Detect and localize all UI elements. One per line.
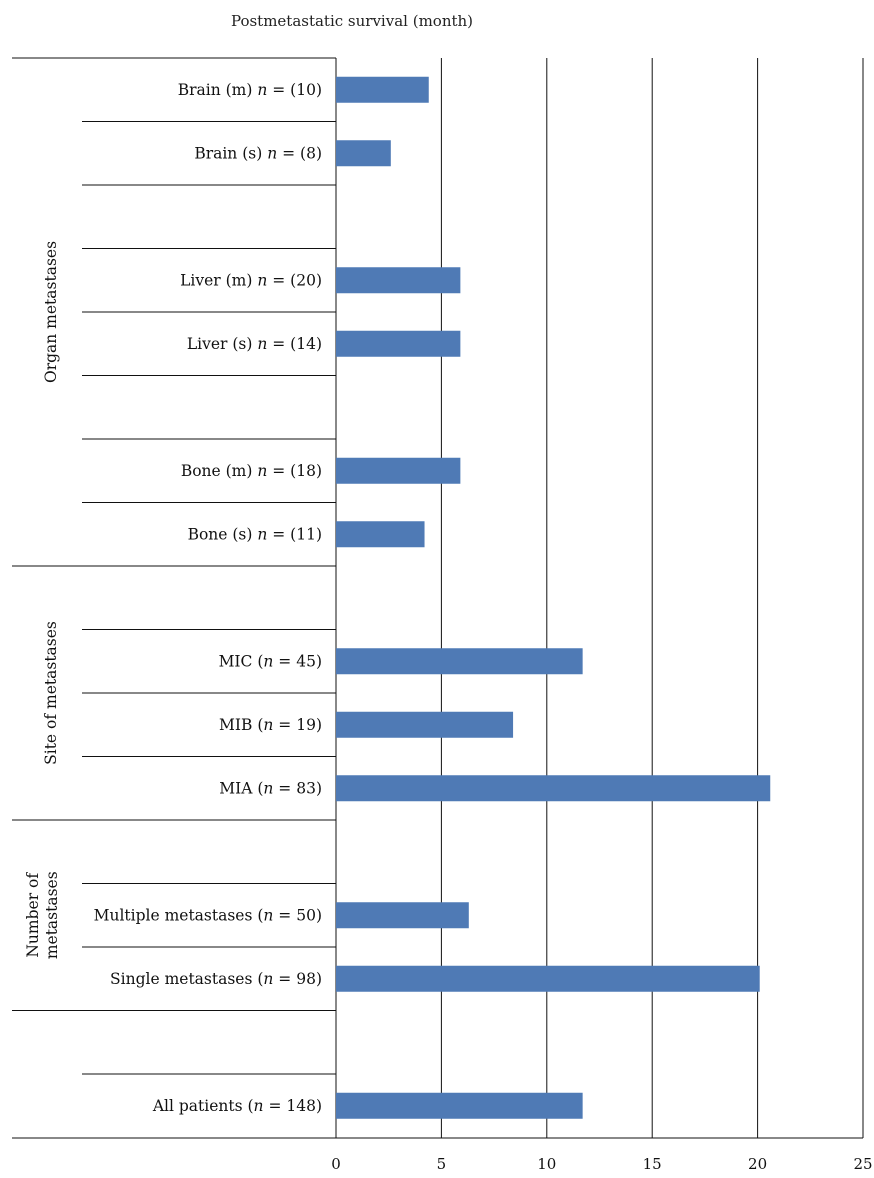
bar: [336, 965, 760, 992]
x-tick-label: 10: [537, 1155, 556, 1173]
bar: [336, 902, 469, 929]
bar: [336, 775, 771, 802]
chart-title: Postmetastatic survival (month): [231, 12, 473, 30]
category-label: Bone (s) n = (11): [188, 525, 322, 543]
category-label: Bone (m) n = (18): [181, 462, 322, 480]
bar: [336, 76, 429, 103]
category-label: Liver (m) n = (20): [180, 271, 322, 289]
category-label: MIB (n = 19): [219, 716, 322, 734]
gridlines: [335, 58, 864, 1138]
bar: [336, 1092, 583, 1119]
category-label: All patients (n = 148): [152, 1097, 322, 1115]
x-axis-ticks: 0 5 10 15 20 25: [331, 1155, 872, 1173]
bar: [336, 648, 583, 675]
x-tick-label: 0: [331, 1155, 341, 1173]
category-labels: Brain (m) n = (10) Brain (s) n = (8) Liver…: [94, 81, 322, 1115]
bar: [336, 330, 461, 357]
bar: [336, 140, 391, 167]
group-label: Site of metastases: [42, 621, 60, 765]
x-tick-label: 15: [643, 1155, 662, 1173]
group-label: Organ metastases: [42, 241, 60, 383]
category-label: Multiple metastases (n = 50): [94, 906, 322, 924]
category-label: Brain (m) n = (10): [178, 81, 322, 99]
category-label: Brain (s) n = (8): [194, 144, 322, 162]
x-tick-label: 20: [748, 1155, 767, 1173]
bar: [336, 521, 425, 548]
bar: [336, 711, 514, 738]
bars: [336, 76, 771, 1119]
category-label: MIC (n = 45): [219, 652, 322, 670]
bar: [336, 457, 461, 484]
category-label: MIA (n = 83): [219, 779, 322, 797]
group-label: Number ofmetastases: [24, 871, 61, 959]
row-separators: [12, 57, 863, 1139]
x-tick-label: 25: [853, 1155, 872, 1173]
category-label: Liver (s) n = (14): [187, 335, 322, 353]
group-labels: Organ metastases Site of metastases Number…: [24, 241, 61, 959]
x-tick-label: 5: [437, 1155, 447, 1173]
category-label: Single metastases (n = 98): [110, 970, 322, 988]
bar: [336, 267, 461, 294]
